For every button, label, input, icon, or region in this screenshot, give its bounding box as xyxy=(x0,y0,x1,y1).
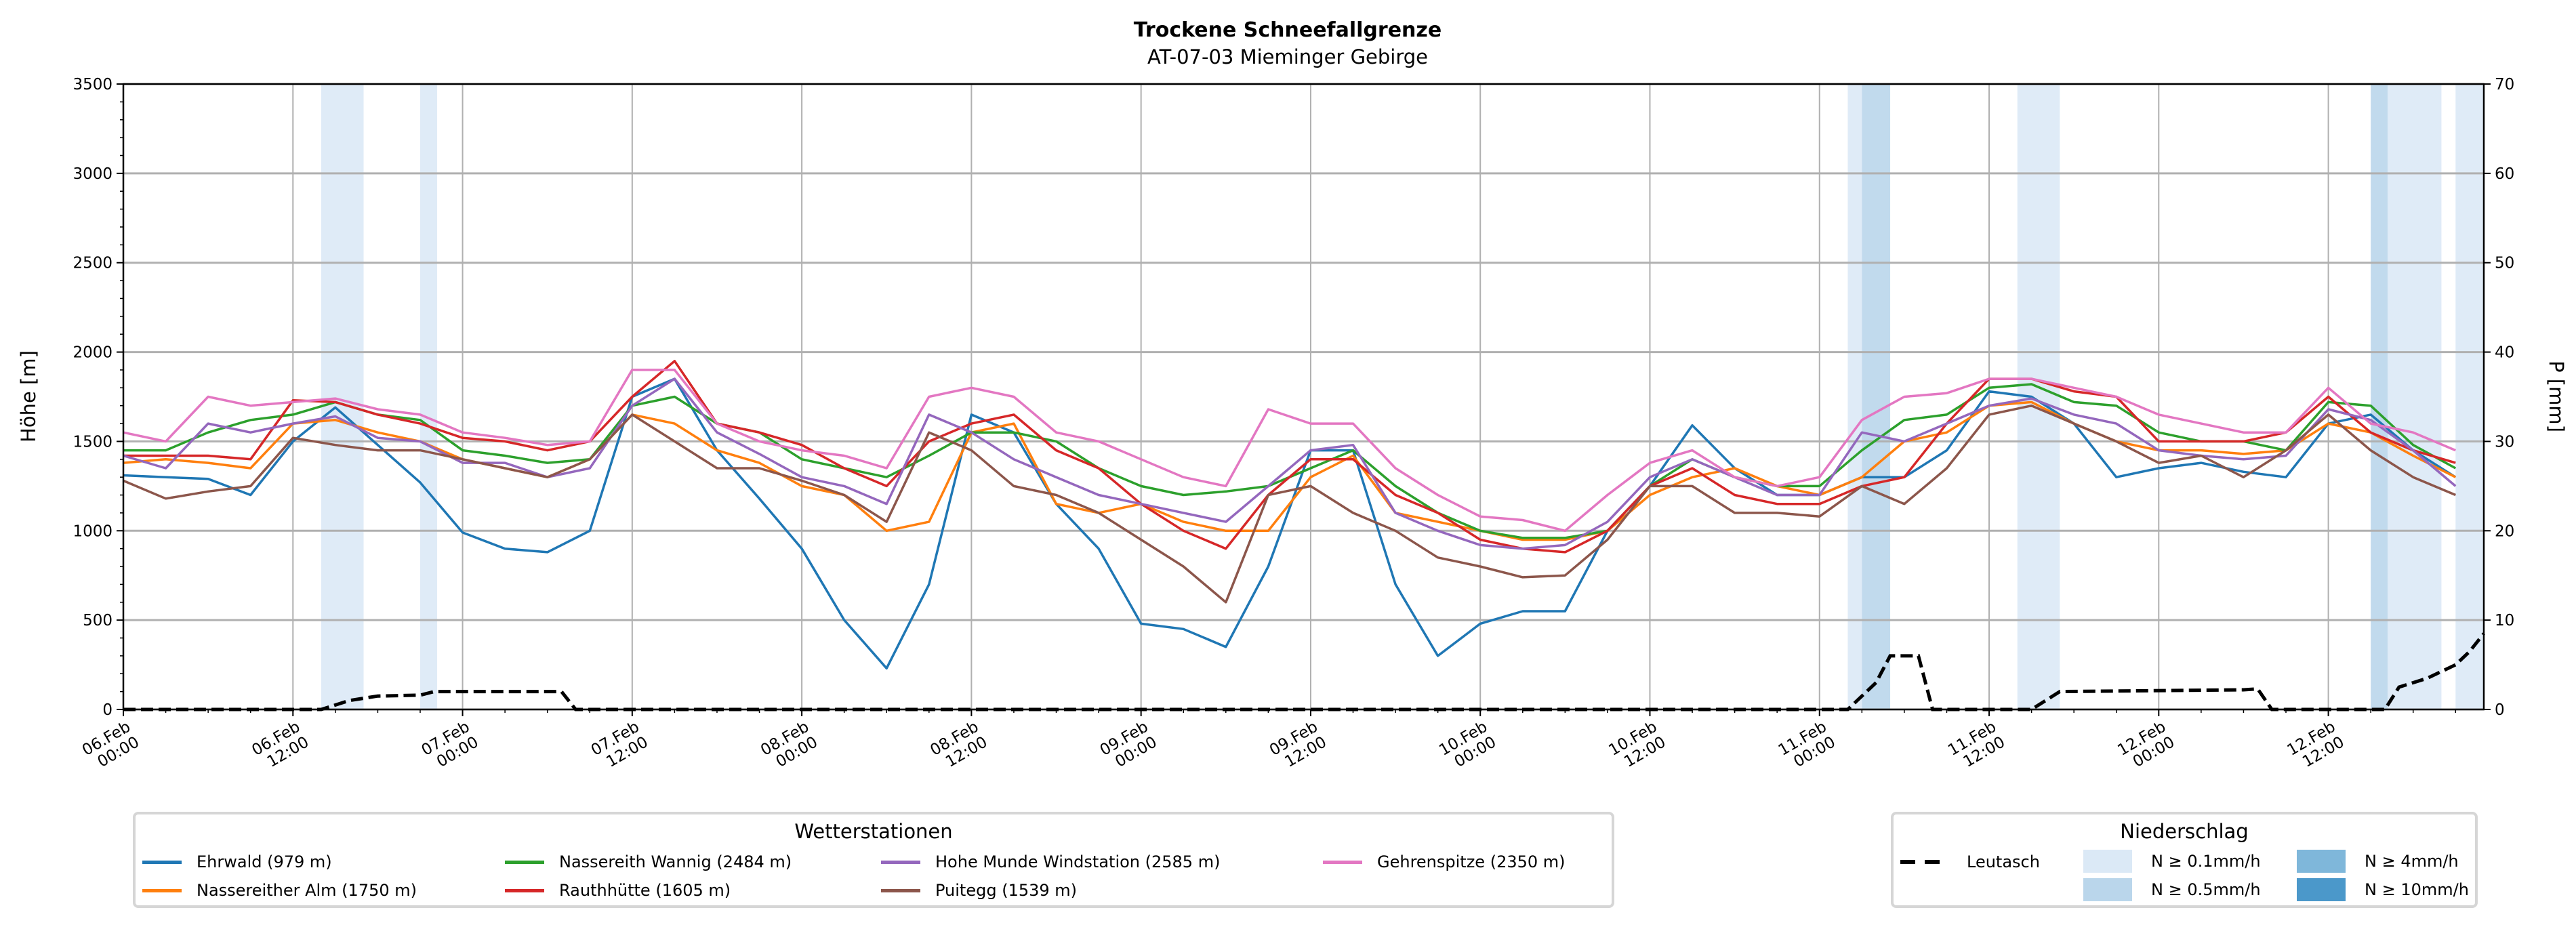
legend-label: Puitegg (1539 m) xyxy=(935,881,1078,900)
grid xyxy=(123,83,2484,711)
legend-stations-title: Wetterstationen xyxy=(794,820,953,843)
precip-line-leutasch xyxy=(123,632,2485,711)
series-lines xyxy=(123,360,2485,711)
legend-label: Gehrenspitze (2350 m) xyxy=(1377,852,1566,871)
legend-item-puitegg: Puitegg (1539 m) xyxy=(881,881,1077,900)
precip-band xyxy=(420,84,438,709)
legend-item-n05: N ≥ 0.5mm/h xyxy=(2083,878,2261,901)
y-tick-label: 3500 xyxy=(73,76,113,94)
legend-item-gehrenspitze: Gehrenspitze (2350 m) xyxy=(1323,852,1566,871)
legend-precip-title: Niederschlag xyxy=(2120,820,2249,843)
precip-band xyxy=(2388,84,2442,709)
y2-tick-label: 50 xyxy=(2495,255,2514,272)
series-line xyxy=(123,369,2456,533)
y2-tick-label: 70 xyxy=(2495,76,2514,94)
axes: 0 500 1000 1500 2000 2500 3000 3500 0 10 20 30 40 50 6… xyxy=(73,76,2514,771)
legend-swatch xyxy=(505,888,544,892)
legend-item-n10: N ≥ 10mm/h xyxy=(2297,878,2469,901)
series-line xyxy=(123,377,2457,550)
legend-label: Nassereither Alm (1750 m) xyxy=(197,881,417,900)
legend-swatch xyxy=(2083,878,2132,901)
legend-label: N ≥ 10mm/h xyxy=(2365,880,2469,899)
plot-frame xyxy=(122,83,2485,711)
y2-axis-label: P [mm] xyxy=(2545,360,2568,432)
y-tick-label: 500 xyxy=(83,612,113,629)
dashed-line-swatch xyxy=(1900,860,1940,864)
precip-band xyxy=(321,84,364,709)
legend-label: Rauthhütte (1605 m) xyxy=(559,881,731,900)
legend-label: N ≥ 4mm/h xyxy=(2365,852,2459,871)
legend-label: Nassereith Wannig (2484 m) xyxy=(559,852,792,871)
legend-label: N ≥ 0.1mm/h xyxy=(2151,852,2261,871)
y2-tick-label: 10 xyxy=(2495,612,2514,629)
legend-item-hohe-munde: Hohe Munde Windstation (2585 m) xyxy=(881,852,1220,871)
y-tick-label: 2500 xyxy=(73,255,113,272)
y2-tick-label: 40 xyxy=(2495,344,2514,362)
series-line xyxy=(123,360,2456,554)
legend-item-leutasch: Leutasch xyxy=(1900,852,2040,871)
legend-item-nassereith-wannig: Nassereith Wannig (2484 m) xyxy=(505,852,792,871)
legend-precip: Niederschlag Leutasch N ≥ 0.1mm/h N ≥ 0.… xyxy=(1891,812,2478,908)
y2-tick-label: 0 xyxy=(2495,701,2505,719)
y-tick-label: 2000 xyxy=(73,344,113,362)
legend-item-n4: N ≥ 4mm/h xyxy=(2297,850,2459,873)
legend-label: N ≥ 0.5mm/h xyxy=(2151,880,2261,899)
legend-item-n01: N ≥ 0.1mm/h xyxy=(2083,850,2261,873)
legend-swatch xyxy=(2083,850,2132,873)
series-line xyxy=(123,400,2457,541)
legend-label: Ehrwald (979 m) xyxy=(197,852,332,871)
legend-item-rauthhuette: Rauthhütte (1605 m) xyxy=(505,881,731,900)
chart-title: Trockene Schneefallgrenze xyxy=(1134,18,1442,42)
legend-swatch xyxy=(1323,860,1362,864)
legend-item-ehrwald: Ehrwald (979 m) xyxy=(142,852,332,871)
series-line xyxy=(123,404,2456,604)
precip-band xyxy=(1862,84,1891,709)
y-tick-label: 1000 xyxy=(73,522,113,540)
y-tick-label: 0 xyxy=(102,701,113,719)
chart-subtitle: AT-07-03 Mieminger Gebirge xyxy=(1147,45,1428,68)
precip-band xyxy=(2455,84,2484,709)
legend-swatch xyxy=(881,888,920,892)
y-tick-label: 1500 xyxy=(73,433,113,451)
legend-label: Leutasch xyxy=(1967,852,2040,871)
legend-swatch xyxy=(142,860,182,864)
legend-item-nassereither-alm: Nassereither Alm (1750 m) xyxy=(142,881,417,900)
legend-swatch xyxy=(881,860,920,864)
legend-stations: Wetterstationen Ehrwald (979 m) Nasserei… xyxy=(133,812,1614,908)
legend-swatch xyxy=(505,860,544,864)
y-axis-label: Höhe [m] xyxy=(17,350,40,442)
legend-swatch xyxy=(142,888,182,892)
legend-swatch xyxy=(2297,850,2346,873)
y-tick-label: 3000 xyxy=(73,165,113,183)
legend-swatch xyxy=(2297,878,2346,901)
legend-label: Hohe Munde Windstation (2585 m) xyxy=(935,852,1221,871)
y2-tick-label: 20 xyxy=(2495,522,2514,540)
precip-band xyxy=(2371,84,2388,709)
y2-tick-label: 30 xyxy=(2495,433,2514,451)
precip-band xyxy=(1847,84,1862,709)
y2-tick-label: 60 xyxy=(2495,165,2514,183)
